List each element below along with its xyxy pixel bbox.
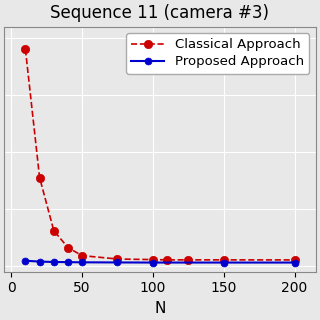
Classical Approach xyxy=(187,258,190,262)
Classical Approach xyxy=(52,228,56,232)
Title: Sequence 11 (camera #3): Sequence 11 (camera #3) xyxy=(51,4,269,22)
Proposed Approach xyxy=(222,260,226,264)
Proposed Approach xyxy=(66,260,70,264)
Classical Approach xyxy=(38,176,42,180)
Proposed Approach xyxy=(116,260,119,264)
Classical Approach xyxy=(293,258,297,262)
Classical Approach xyxy=(80,254,84,258)
Classical Approach xyxy=(116,257,119,261)
Line: Classical Approach: Classical Approach xyxy=(21,45,299,264)
Proposed Approach xyxy=(151,260,155,264)
Classical Approach xyxy=(66,246,70,250)
Classical Approach xyxy=(165,258,169,262)
Proposed Approach xyxy=(23,259,27,263)
Legend: Classical Approach, Proposed Approach: Classical Approach, Proposed Approach xyxy=(126,33,309,74)
Proposed Approach xyxy=(80,260,84,264)
Classical Approach xyxy=(151,258,155,261)
Proposed Approach xyxy=(293,260,297,264)
Classical Approach xyxy=(222,258,226,262)
Classical Approach xyxy=(23,47,27,51)
Line: Proposed Approach: Proposed Approach xyxy=(22,257,298,266)
Proposed Approach xyxy=(38,260,42,263)
X-axis label: N: N xyxy=(154,301,166,316)
Proposed Approach xyxy=(52,260,56,264)
